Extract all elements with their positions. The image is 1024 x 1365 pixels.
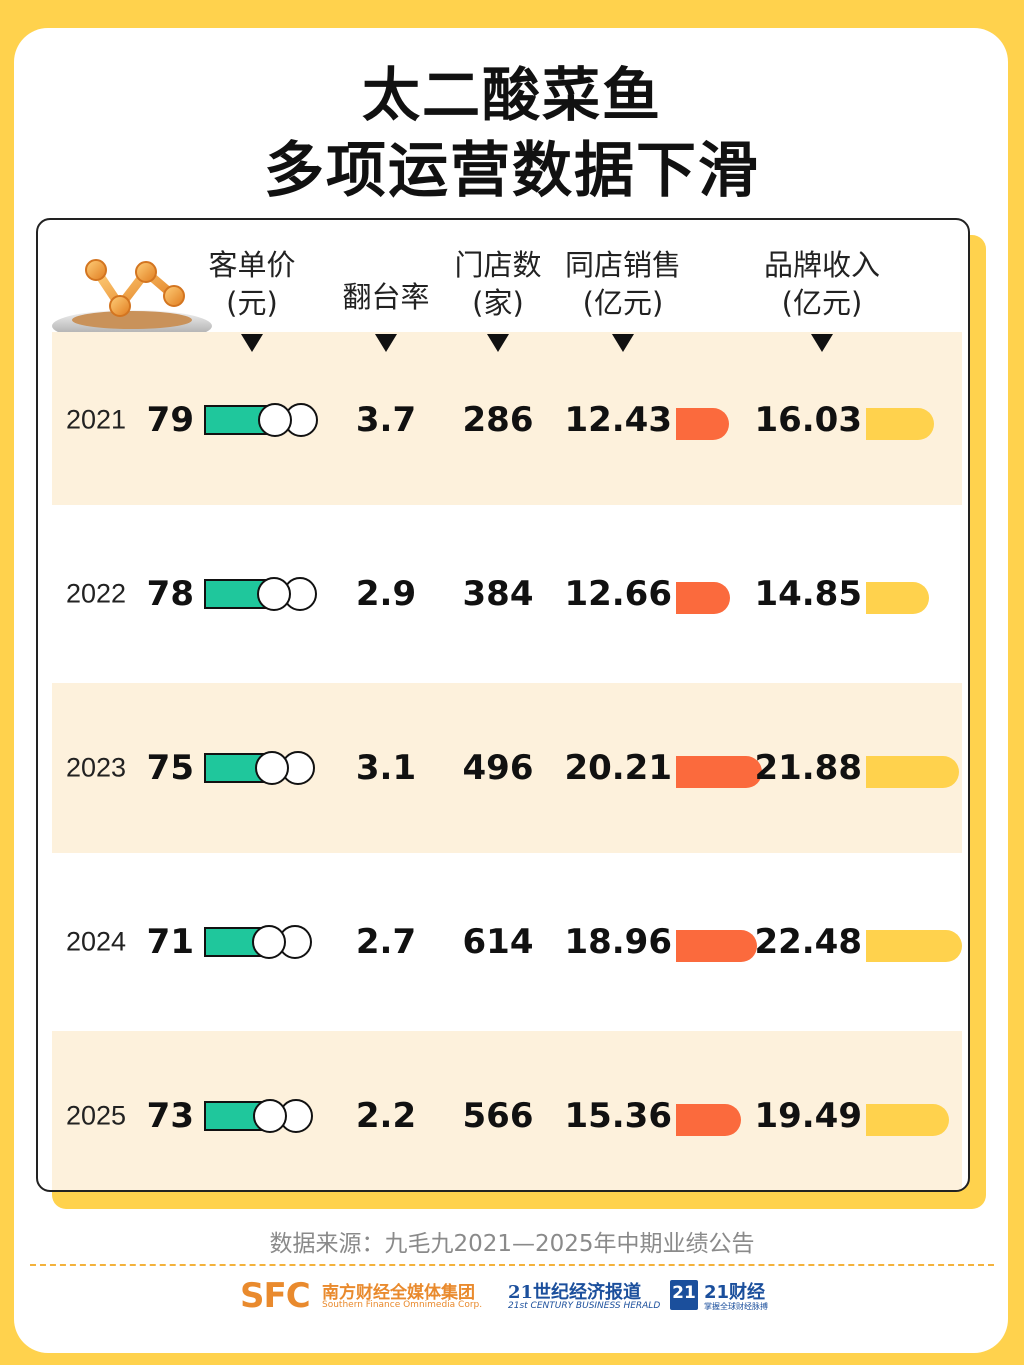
- same-store-value: 20.21: [564, 748, 672, 788]
- stores-value: 384: [462, 574, 534, 614]
- column-header-line2: (家): [472, 286, 524, 320]
- row-band: [52, 1031, 962, 1190]
- same-store-bar: [676, 582, 730, 614]
- title-line1: 太二酸菜鱼: [361, 61, 662, 129]
- sfc-logo: SFC: [240, 1276, 311, 1316]
- brand-bar: [866, 408, 935, 440]
- sfc-name-en: Southern Finance Omnimedia Corp.: [322, 1300, 483, 1310]
- ticket-value: 78: [146, 574, 194, 614]
- cj-logo-cn: 21财经: [704, 1282, 766, 1303]
- row-year: 2025: [66, 1100, 127, 1131]
- column-header-line2: (元): [226, 286, 278, 320]
- column-header: 品牌收入 (亿元): [764, 246, 880, 322]
- same-store-bar: [676, 756, 762, 788]
- ticket-value: 75: [146, 748, 194, 788]
- column-header-line1: 同店销售: [564, 248, 682, 282]
- column-header-line1: 门店数: [454, 248, 542, 282]
- turnover-value: 2.2: [355, 1096, 417, 1136]
- ticket-toggle: [204, 577, 318, 611]
- data-card: 客单价 (元) 翻台率 门店数 (家) 同店销售 (亿元) 品牌收入 (亿元) 2021 79 3.7…: [36, 218, 970, 1192]
- ticket-toggle: [204, 403, 318, 437]
- ticket-value: 71: [146, 922, 194, 962]
- down-arrow-icon: [375, 334, 397, 352]
- ticket-toggle-ring: [284, 403, 318, 437]
- cj-logo-mark: 21: [670, 1280, 698, 1310]
- stores-value: 496: [462, 748, 534, 788]
- column-header-line1: 客单价: [208, 248, 296, 282]
- brand-value: 14.85: [754, 574, 862, 614]
- column-header-line2: (亿元): [582, 286, 664, 320]
- ticket-toggle: [204, 925, 312, 959]
- turnover-value: 2.9: [355, 574, 417, 614]
- same-store-value: 12.66: [564, 574, 672, 614]
- ticket-toggle-knob: [258, 403, 292, 437]
- column-header-line1: 翻台率: [342, 280, 430, 314]
- down-arrow-icon: [612, 334, 634, 352]
- ticket-toggle: [204, 751, 315, 785]
- same-store-bar: [676, 930, 757, 962]
- ticket-toggle-knob: [253, 1099, 288, 1133]
- cj-logo-sub: 掌握全球财经脉搏: [704, 1302, 768, 1311]
- row-year: 2023: [66, 752, 127, 783]
- brand-bar: [866, 582, 930, 614]
- title-line2: 多项运营数据下滑: [264, 136, 760, 206]
- row-year: 2021: [66, 404, 127, 435]
- brand-value: 19.49: [754, 1096, 862, 1136]
- turnover-value: 3.7: [355, 400, 417, 440]
- row-band: [52, 332, 962, 505]
- turnover-value: 2.7: [355, 922, 417, 962]
- c21-logo-cn: 21世纪经济报道: [508, 1282, 642, 1303]
- same-store-value: 12.43: [564, 400, 672, 440]
- data-source-note: 数据来源：九毛九2021—2025年中期业绩公告: [269, 1231, 755, 1257]
- brand-value: 21.88: [754, 748, 862, 788]
- column-header: 同店销售 (亿元): [565, 246, 681, 322]
- publisher-logos: SFC 南方财经全媒体集团 Southern Finance Omnimedia…: [0, 1276, 1024, 1320]
- row-band: [52, 683, 962, 853]
- brand-value: 16.03: [754, 400, 862, 440]
- ticket-toggle-knob: [254, 751, 289, 785]
- stores-value: 286: [462, 400, 534, 440]
- down-arrow-icon: [241, 334, 263, 352]
- same-store-bar: [676, 408, 729, 440]
- same-store-value: 15.36: [564, 1096, 672, 1136]
- brand-bar: [866, 756, 960, 788]
- ticket-toggle: [204, 1099, 314, 1133]
- stores-value: 566: [462, 1096, 534, 1136]
- ticket-toggle-ring: [277, 925, 312, 959]
- turnover-value: 3.1: [355, 748, 417, 788]
- dashed-divider: [30, 1264, 994, 1266]
- column-header: 翻台率: [342, 278, 429, 316]
- row-year: 2022: [66, 578, 127, 609]
- ticket-value: 79: [146, 400, 194, 440]
- column-header: 门店数 (家): [454, 246, 541, 322]
- ticket-toggle-knob: [251, 925, 286, 959]
- brand-value: 22.48: [754, 922, 862, 962]
- column-header: 客单价 (元): [208, 246, 295, 322]
- down-arrow-icon: [487, 334, 509, 352]
- ticket-value: 73: [146, 1096, 194, 1136]
- same-store-value: 18.96: [564, 922, 672, 962]
- brand-bar: [866, 1104, 950, 1136]
- c21-logo-en: 21st CENTURY BUSINESS HERALD: [508, 1301, 661, 1311]
- row-year: 2024: [66, 926, 127, 957]
- column-header-line2: (亿元): [781, 286, 863, 320]
- column-header-line1: 品牌收入: [763, 248, 881, 282]
- ticket-toggle-knob: [257, 577, 292, 611]
- stores-value: 614: [462, 922, 534, 962]
- brand-bar: [866, 930, 962, 962]
- down-arrow-icon: [811, 334, 833, 352]
- trend-coin-icon: [52, 259, 212, 342]
- same-store-bar: [676, 1104, 742, 1136]
- sfc-name-cn: 南方财经全媒体集团: [322, 1283, 475, 1303]
